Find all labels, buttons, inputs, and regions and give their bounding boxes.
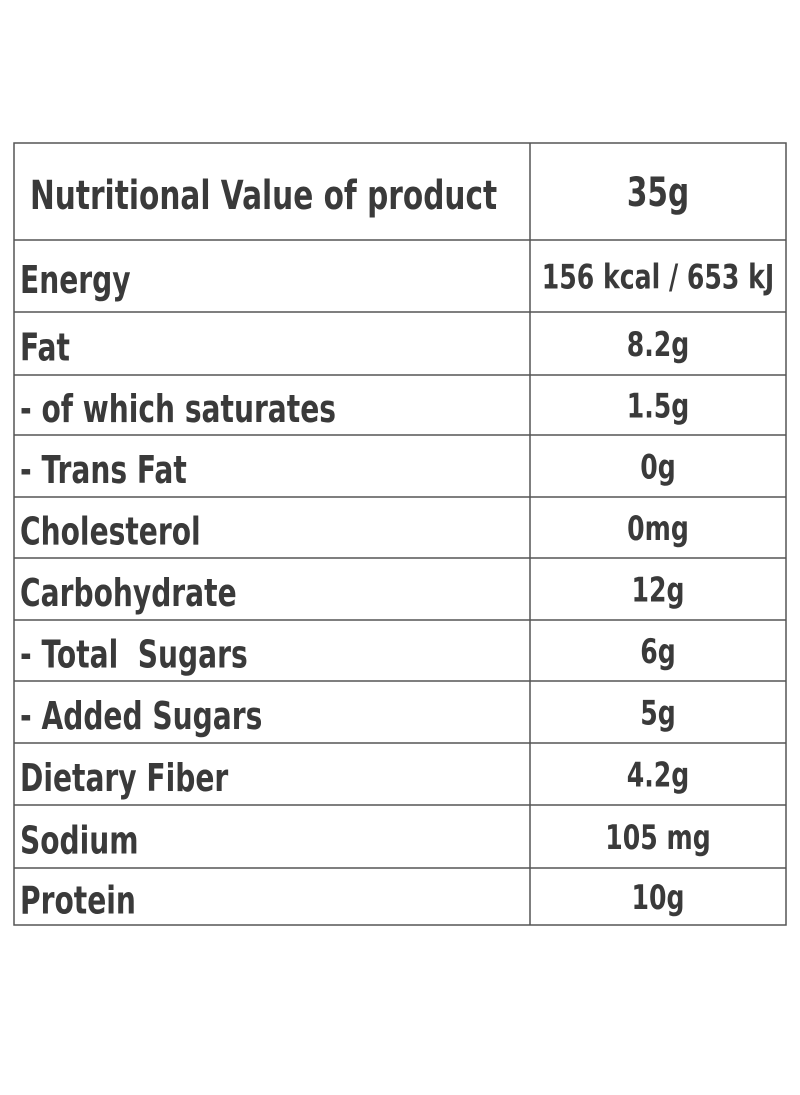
row-label: Cholesterol bbox=[20, 509, 201, 553]
header-label: Nutritional Value of product bbox=[30, 172, 497, 219]
row-value: 12g bbox=[632, 571, 685, 611]
row-value: 0mg bbox=[627, 509, 689, 549]
row-value: 10g bbox=[632, 878, 685, 918]
row-value: 4.2g bbox=[627, 756, 690, 796]
row-label: Energy bbox=[20, 258, 131, 302]
row-label: Dietary Fiber bbox=[20, 756, 229, 800]
row-label: Sodium bbox=[20, 818, 139, 862]
row-value: 8.2g bbox=[627, 325, 690, 365]
row-label: - Trans Fat bbox=[20, 448, 187, 492]
row-label: - of which saturates bbox=[20, 387, 336, 431]
row-value: 105 mg bbox=[605, 818, 710, 858]
row-value: 1.5g bbox=[627, 387, 690, 427]
row-label: Protein bbox=[20, 878, 136, 922]
row-label: Fat bbox=[20, 325, 70, 369]
table-border bbox=[13, 142, 787, 926]
row-value: 5g bbox=[640, 694, 676, 734]
row-label: - Added Sugars bbox=[20, 694, 262, 738]
row-value: 156 kcal / 653 kJ bbox=[542, 258, 774, 298]
header-value: 35g bbox=[627, 169, 689, 216]
row-value: 0g bbox=[640, 448, 676, 488]
row-value: 6g bbox=[640, 632, 676, 672]
row-label: - Total Sugars bbox=[20, 632, 248, 676]
row-label: Carbohydrate bbox=[20, 571, 237, 615]
